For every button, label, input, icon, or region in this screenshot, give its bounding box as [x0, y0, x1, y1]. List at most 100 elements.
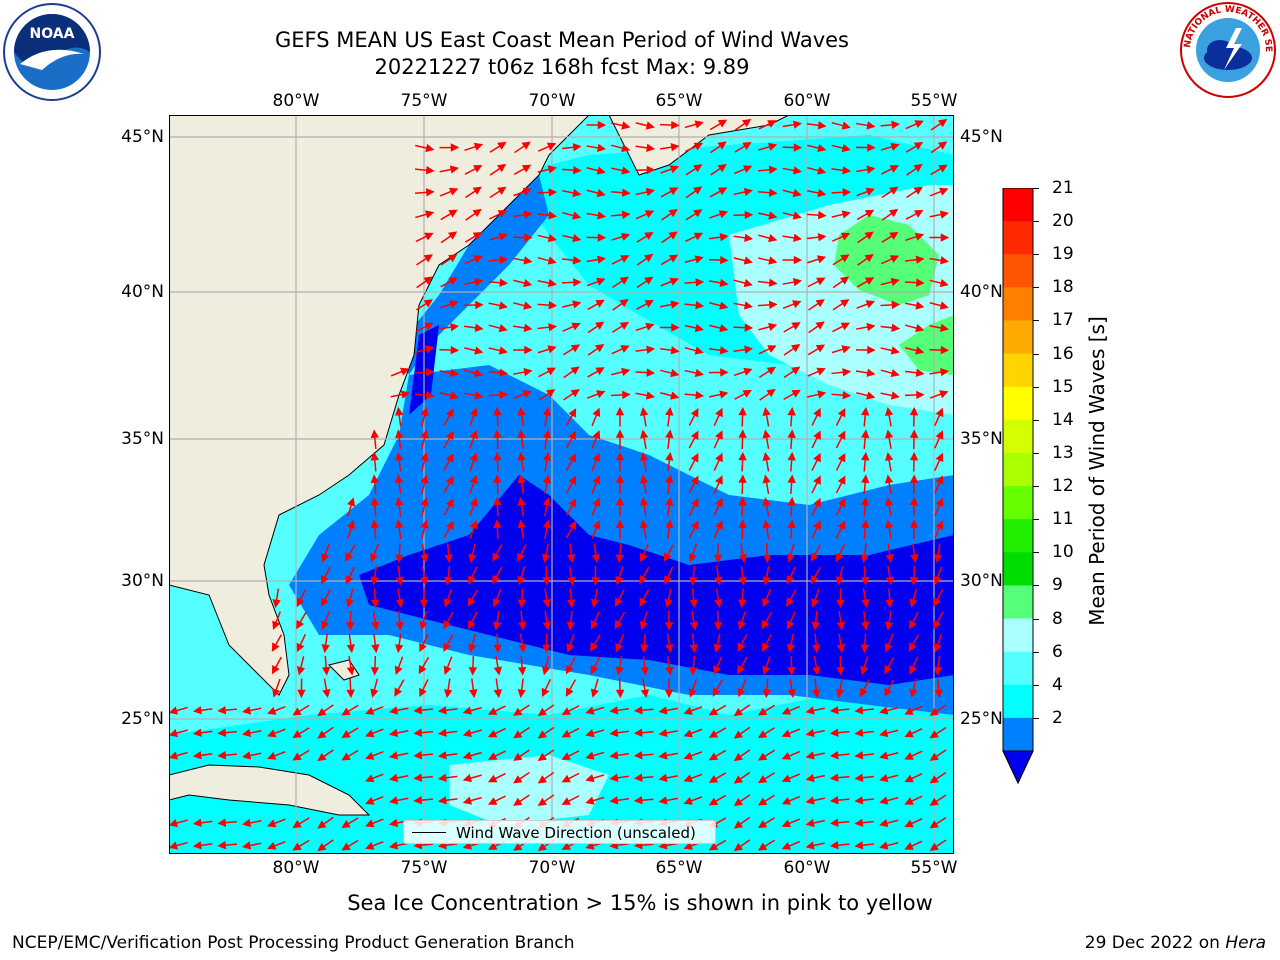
wave-direction-arrow [487, 727, 506, 738]
wave-direction-arrow [493, 678, 502, 699]
wave-direction-arrow [879, 706, 899, 715]
wave-direction-arrow [587, 343, 605, 356]
wave-direction-arrow [805, 841, 825, 850]
wave-direction-arrow [591, 475, 601, 494]
wave-direction-arrow [832, 254, 850, 266]
wave-direction-arrow [562, 344, 581, 356]
wave-direction-arrow [292, 749, 310, 761]
wave-direction-arrow [390, 367, 410, 377]
wave-direction-arrow [857, 253, 874, 266]
lon-label-top-75w: 75°W [400, 91, 448, 111]
colorbar-tick-mark [1033, 386, 1039, 388]
wave-direction-arrow [831, 232, 851, 242]
wave-direction-arrow [738, 474, 747, 495]
colorbar-label: Mean Period of Wind Waves [s] [1085, 316, 1109, 626]
wave-direction-arrow [933, 589, 944, 607]
lat-label-left-35n: 35°N [121, 429, 164, 449]
wave-direction-arrow [708, 772, 727, 783]
wave-direction-arrow [664, 566, 674, 585]
wave-direction-arrow [615, 633, 625, 653]
wave-direction-arrow [689, 611, 699, 631]
wave-direction-arrow [782, 255, 803, 265]
wave-direction-arrow [513, 726, 530, 739]
wave-direction-arrow [930, 164, 948, 176]
wave-direction-arrow [267, 706, 286, 715]
colorbar-segment [1003, 552, 1033, 586]
lat-label-left-25n: 25°N [121, 709, 164, 729]
wave-direction-arrow [786, 611, 796, 630]
wave-direction-arrow [781, 818, 801, 828]
wave-direction-arrow [905, 324, 925, 333]
wave-direction-arrow [733, 165, 753, 175]
wave-direction-arrow [217, 818, 238, 827]
wave-direction-arrow [217, 728, 238, 737]
colorbar-tick-label: 9 [1052, 575, 1063, 596]
wave-direction-arrow [758, 234, 778, 243]
wave-direction-arrow [469, 407, 478, 427]
wave-direction-arrow [758, 366, 777, 378]
wave-direction-arrow [488, 301, 508, 310]
wave-direction-arrow [561, 143, 582, 152]
wave-direction-arrow [683, 728, 703, 738]
wave-direction-arrow [661, 209, 678, 221]
wave-direction-arrow [684, 323, 704, 333]
wave-direction-arrow [437, 773, 458, 782]
wave-direction-arrow [395, 406, 404, 427]
wave-direction-arrow [465, 186, 482, 199]
wave-direction-arrow [879, 751, 899, 760]
wave-direction-arrow [905, 232, 925, 242]
wave-direction-arrow [782, 277, 802, 287]
wave-direction-arrow [787, 678, 797, 699]
wave-direction-arrow [272, 678, 281, 698]
wave-direction-arrow [738, 496, 747, 517]
wave-direction-arrow [518, 610, 527, 631]
lon-label-bottom-80w: 80°W [272, 858, 320, 878]
wave-direction-arrow [639, 566, 650, 585]
wave-direction-arrow [561, 165, 582, 175]
wave-direction-arrow [683, 796, 703, 805]
wave-direction-arrow [660, 254, 679, 266]
wave-direction-arrow [370, 543, 380, 563]
wave-direction-arrow [856, 165, 876, 174]
wave-direction-arrow [909, 678, 918, 698]
wave-direction-arrow [738, 588, 747, 609]
wave-direction-arrow [322, 678, 331, 699]
wave-direction-arrow [660, 165, 680, 174]
wave-direction-arrow [880, 255, 900, 265]
wave-direction-arrow [688, 408, 699, 426]
wave-direction-arrow [762, 406, 771, 427]
wave-direction-arrow [807, 255, 827, 264]
wave-direction-arrow [905, 301, 925, 310]
colorbar-tick-mark [1033, 552, 1039, 554]
wave-direction-arrow [835, 497, 846, 516]
colorbar-tick-label: 20 [1052, 211, 1074, 232]
wave-direction-arrow [713, 633, 722, 653]
wave-direction-arrow [542, 429, 552, 449]
wave-direction-arrow [542, 633, 551, 654]
colorbar-tick-mark [1033, 221, 1039, 223]
wave-direction-arrow [561, 750, 580, 760]
wave-direction-arrow [807, 166, 827, 175]
wave-direction-arrow [464, 368, 484, 378]
wave-direction-arrow [611, 166, 631, 175]
wave-direction-arrow [635, 368, 656, 377]
wave-direction-arrow [713, 656, 723, 675]
wave-direction-arrow [562, 233, 582, 243]
sea-ice-note: Sea Ice Concentration > 15% is shown in … [347, 891, 933, 915]
wave-direction-arrow [321, 611, 330, 630]
colorbar-tick-mark [1033, 419, 1039, 421]
wave-direction-arrow [659, 120, 680, 130]
wave-direction-arrow [469, 474, 478, 494]
wave-direction-arrow [615, 519, 625, 540]
wave-direction-arrow [610, 188, 631, 197]
wave-direction-arrow [242, 841, 262, 850]
colorbar-segment [1003, 287, 1033, 321]
wave-direction-arrow [782, 143, 803, 152]
wave-direction-arrow [420, 429, 429, 449]
wave-direction-arrow [856, 277, 875, 288]
wave-direction-arrow [566, 610, 575, 631]
wave-direction-arrow [829, 796, 850, 805]
wave-direction-arrow [639, 474, 649, 494]
wave-direction-arrow [462, 706, 482, 715]
wave-direction-arrow [493, 406, 502, 427]
